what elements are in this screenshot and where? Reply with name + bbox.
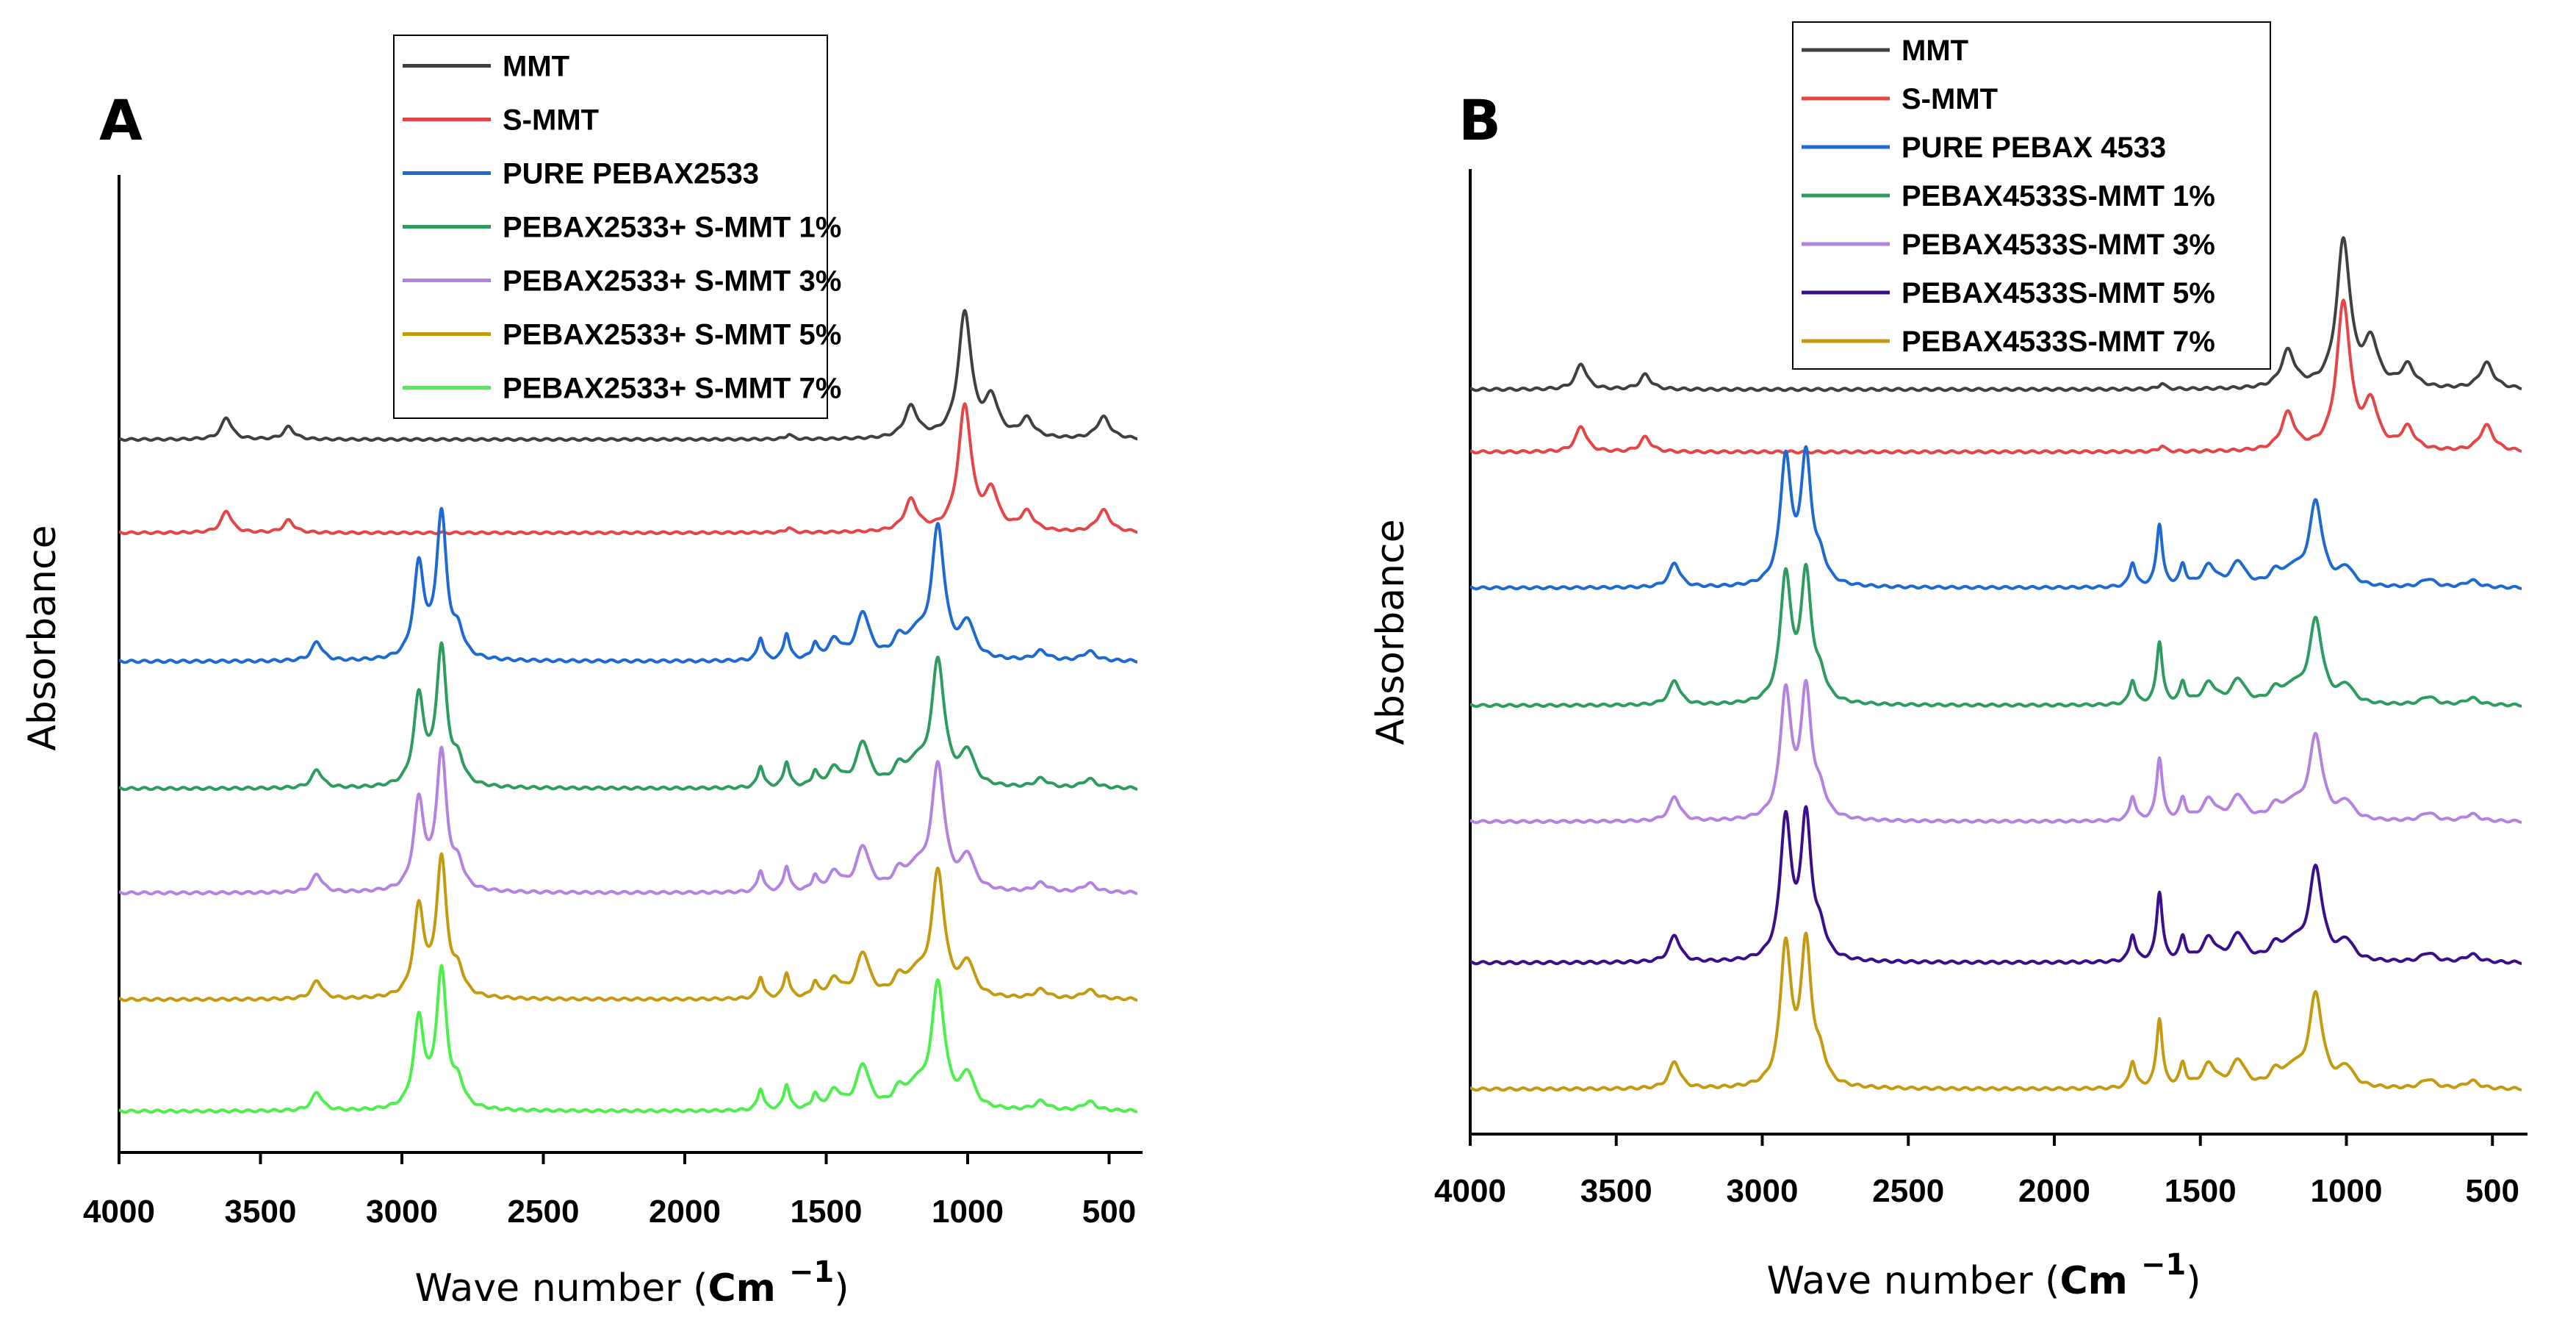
panel-a: A 4000 3500 3000 2500 2000 1500 1000 500 Wave num… (21, 35, 1143, 1310)
legend-label: S-MMT (1902, 83, 1998, 115)
series-line (1469, 236, 2523, 392)
panel-label: A (99, 87, 143, 153)
legend: MMT S-MMT PURE PEBAX2533 PEBAX2533+ S-MMT 1… (393, 35, 841, 419)
x-tick-label: 1500 (791, 1194, 863, 1230)
x-tick-label: 2000 (2018, 1173, 2090, 1209)
x-tick-label: 3000 (1727, 1173, 1799, 1209)
x-tick-label: 4000 (1434, 1173, 1506, 1209)
x-tick-label: 1000 (932, 1194, 1004, 1230)
x-tick-label: 3000 (366, 1194, 438, 1230)
series-line (118, 745, 1139, 896)
legend-label: MMT (1902, 35, 1968, 67)
x-tick-label: 2500 (1872, 1173, 1944, 1209)
x-tick-label: 2500 (508, 1194, 580, 1230)
legend-label: PEBAX4533S-MMT 7% (1902, 326, 2215, 358)
x-tick-label: 3500 (1580, 1173, 1652, 1209)
legend-label: MMT (503, 51, 569, 83)
x-tick-label: 500 (1082, 1194, 1136, 1230)
series-line (1469, 298, 2523, 455)
y-axis-label: Absorbance (1369, 519, 1413, 745)
legend-label: PURE PEBAX 4533 (1902, 132, 2166, 164)
x-tick-label: 1500 (2165, 1173, 2237, 1209)
legend-label: PEBAX4533S-MMT 5% (1902, 277, 2215, 309)
series-line (1469, 445, 2523, 591)
series-line (118, 506, 1139, 664)
x-tick-label: 2000 (649, 1194, 721, 1230)
legend-label: S-MMT (503, 104, 599, 137)
series-line (1469, 562, 2523, 709)
panel-b: B 4000 3500 3000 2500 2000 1500 1000 500 Wave num… (1369, 21, 2528, 1303)
series-line (1469, 678, 2523, 825)
series-line (118, 641, 1139, 792)
x-tick-label: 1000 (2311, 1173, 2383, 1209)
legend-label: PURE PEBAX2533 (503, 158, 759, 190)
legend-label: PEBAX2533+ S-MMT 1% (503, 212, 841, 244)
x-tick-label: 4000 (83, 1194, 155, 1230)
y-axis-label: Absorbance (21, 525, 65, 750)
x-axis-label: Wave number (Cm −1) (414, 1255, 849, 1310)
legend-label: PEBAX4533S-MMT 1% (1902, 180, 2215, 212)
x-axis-label: Wave number (Cm −1) (1766, 1248, 2201, 1303)
series-line (118, 852, 1139, 1003)
series-line (1469, 805, 2523, 966)
series-line (118, 964, 1139, 1114)
series-line (1469, 931, 2523, 1092)
series-line (118, 309, 1139, 442)
legend: MMT S-MMT PURE PEBAX 4533 PEBAX4533S-MMT 1%… (1792, 21, 2271, 370)
panel-label: B (1458, 87, 1501, 153)
x-tick-label: 3500 (225, 1194, 297, 1230)
legend-label: PEBAX2533+ S-MMT 7% (503, 373, 841, 405)
x-tick-label: 500 (2466, 1173, 2519, 1209)
series-line (118, 402, 1139, 536)
legend-label: PEBAX4533S-MMT 3% (1902, 229, 2215, 261)
legend-label: PEBAX2533+ S-MMT 5% (503, 319, 841, 351)
legend-label: PEBAX2533+ S-MMT 3% (503, 265, 841, 298)
